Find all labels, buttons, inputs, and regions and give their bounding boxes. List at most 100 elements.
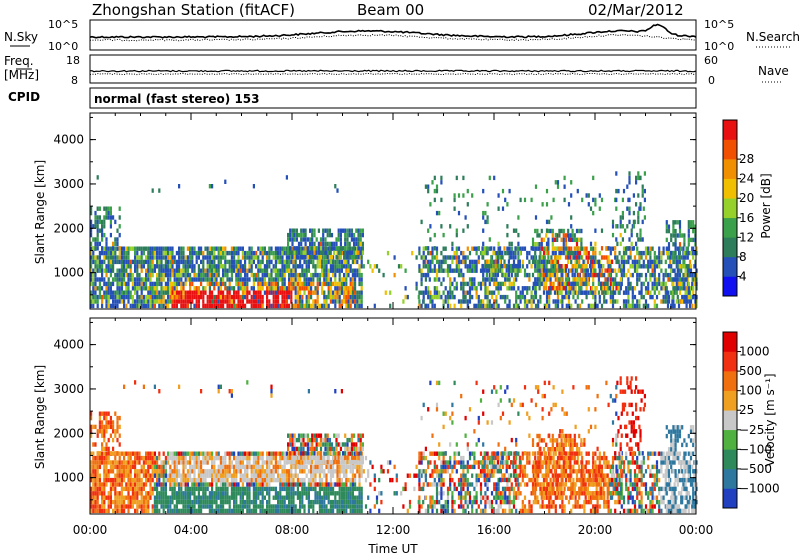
heatmap-cell: [224, 464, 227, 470]
heatmap-cell: [647, 250, 650, 256]
heatmap-cell: [127, 246, 130, 251]
heatmap-cell: [153, 482, 156, 487]
heatmap-cell: [112, 246, 115, 251]
heatmap-cell: [290, 495, 293, 500]
heatmap-cell: [151, 290, 154, 295]
heatmap-cell: [120, 277, 123, 282]
heatmap-cell: [134, 451, 137, 456]
heatmap-cell: [178, 508, 181, 514]
heatmap-cell: [334, 272, 337, 278]
heatmap-cell: [561, 281, 564, 287]
heatmap-cell: [683, 264, 686, 269]
heatmap-cell: [149, 268, 152, 273]
heatmap-cell: [517, 286, 520, 291]
heatmap-cell: [92, 246, 95, 251]
heatmap-cell: [651, 294, 654, 300]
heatmap-cell: [288, 486, 291, 492]
heatmap-cell: [252, 473, 255, 478]
heatmap-cell: [129, 482, 132, 487]
heatmap-cell: [160, 272, 163, 278]
heatmap-cell: [545, 202, 549, 207]
heatmap-cell: [283, 477, 286, 483]
heatmap-cell: [315, 250, 318, 255]
heatmap-cell: [266, 504, 269, 509]
heatmap-cell: [482, 215, 485, 220]
heatmap-cell: [277, 294, 280, 300]
heatmap-cell: [564, 255, 568, 260]
heatmap-cell: [98, 259, 101, 265]
heatmap-cell: [688, 286, 692, 291]
heatmap-cell: [219, 294, 222, 300]
heatmap-cell: [123, 477, 126, 483]
heatmap-cell: [151, 281, 154, 287]
heatmap-cell: [508, 264, 511, 269]
heatmap-cell: [252, 184, 255, 189]
heatmap-cell: [512, 228, 516, 233]
heatmap-cell: [206, 469, 209, 474]
heatmap-cell: [681, 233, 684, 238]
heatmap-cell: [288, 281, 291, 287]
heatmap-cell: [189, 460, 192, 465]
heatmap-cell: [643, 215, 646, 220]
heatmap-cell: [575, 281, 579, 286]
heatmap-cell: [628, 180, 631, 185]
heatmap-cell: [351, 268, 354, 273]
heatmap-cell: [285, 455, 288, 461]
heatmap-cell: [237, 250, 240, 256]
heatmap-cell: [562, 246, 565, 251]
heatmap-cell: [506, 224, 509, 229]
heatmap-cell: [98, 455, 101, 461]
heatmap-cell: [145, 504, 148, 509]
heatmap-cell: [475, 290, 478, 295]
heatmap-cell: [255, 482, 258, 487]
heatmap-cell: [340, 469, 343, 474]
heatmap-cell: [316, 281, 319, 287]
heatmap-cell: [360, 504, 363, 509]
heatmap-cell: [123, 290, 126, 295]
heatmap-cell: [175, 299, 178, 304]
heatmap-cell: [695, 277, 698, 282]
heatmap-cell: [338, 277, 341, 282]
heatmap-cell: [105, 286, 108, 291]
heatmap-cell: [360, 259, 363, 265]
heatmap-cell: [523, 294, 527, 300]
heatmap-cell: [321, 508, 324, 514]
heatmap-cell: [548, 286, 551, 291]
heatmap-cell: [142, 264, 145, 269]
heatmap-cell: [556, 294, 560, 300]
heatmap-cell: [259, 246, 262, 251]
heatmap-cell: [228, 455, 231, 461]
heatmap-cell: [138, 491, 141, 496]
heatmap-cell: [620, 264, 623, 269]
heatmap-cell: [505, 263, 508, 269]
heatmap-cell: [429, 202, 432, 207]
heatmap-cell: [127, 464, 130, 470]
heatmap-cell: [433, 197, 436, 203]
heatmap-cell: [351, 504, 354, 509]
heatmap-cell: [433, 232, 436, 238]
heatmap-cell: [681, 294, 684, 300]
heatmap-cell: [630, 232, 633, 238]
heatmap-cell: [96, 277, 99, 282]
heatmap-cell: [105, 469, 108, 474]
heatmap-cell: [694, 237, 697, 243]
heatmap-cell: [98, 464, 101, 470]
heatmap-cell: [357, 254, 360, 260]
heatmap-cell: [288, 504, 291, 509]
heatmap-cell: [182, 469, 185, 474]
heatmap-cell: [277, 255, 280, 260]
heatmap-cell: [127, 482, 130, 487]
heatmap-cell: [360, 286, 363, 291]
heatmap-cell: [202, 294, 205, 300]
heatmap-cell: [153, 303, 156, 309]
heatmap-cell: [496, 259, 499, 264]
heatmap-cell: [211, 250, 214, 256]
heatmap-cell: [638, 290, 641, 295]
heatmap-cell: [266, 294, 269, 300]
heatmap-cell: [193, 491, 196, 496]
heatmap-cell: [274, 495, 277, 500]
heatmap-cell: [290, 499, 293, 505]
heatmap-cell: [149, 250, 152, 256]
heatmap-cell: [655, 264, 659, 269]
heatmap-cell: [195, 495, 198, 500]
